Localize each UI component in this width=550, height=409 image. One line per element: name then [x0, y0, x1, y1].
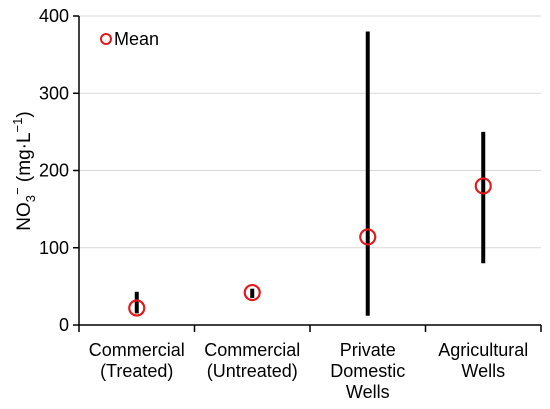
x-category-label-line: (Treated) — [100, 361, 173, 381]
x-category-label-line: (Untreated) — [207, 361, 298, 381]
ylabel-sub: 3 — [23, 195, 38, 202]
mean-marker — [474, 177, 492, 195]
ylabel-mid: (mg·L — [14, 132, 35, 187]
legend-marker — [100, 33, 112, 45]
y-tick-label: 300 — [39, 83, 69, 103]
axes — [73, 15, 542, 332]
x-category-label: Agricultural Wells — [438, 340, 528, 381]
x-category-label-line: Domestic — [330, 361, 405, 381]
y-tick-label: 100 — [39, 238, 69, 258]
x-category-label-line: Private — [340, 340, 396, 360]
x-category-label: Commercial (Untreated) — [204, 340, 300, 381]
legend-label: Mean — [114, 29, 159, 49]
ylabel-sup: − — [10, 187, 25, 195]
mean-marker — [128, 299, 146, 317]
y-axis-label: NO3− (mg·L−1) — [10, 111, 38, 230]
y-tick-labels: 0 100 200 300 400 — [39, 6, 69, 335]
ylabel-main: NO — [14, 202, 35, 231]
mean-marker — [359, 228, 377, 246]
grid-lines — [79, 15, 541, 249]
y-tick-label: 0 — [59, 315, 69, 335]
x-category-label-line: Wells — [461, 361, 505, 381]
mean-markers — [128, 177, 492, 317]
y-tick-label: 400 — [39, 6, 69, 26]
x-category-labels: Commercial (Treated)Commercial (Untreated)… — [89, 340, 529, 402]
legend: Mean — [100, 29, 159, 49]
mean-marker — [243, 283, 261, 302]
x-category-label-line: Commercial — [204, 340, 300, 360]
ylabel-sup2: −1 — [10, 118, 25, 133]
ylabel-end: ) — [14, 111, 35, 117]
y-tick-label: 200 — [39, 161, 69, 181]
x-category-label-line: Commercial — [89, 340, 185, 360]
x-category-label-line: Wells — [346, 382, 390, 402]
x-category-label: Commercial (Treated) — [89, 340, 185, 381]
x-category-label-line: Agricultural — [438, 340, 528, 360]
x-category-label: Private Domestic Wells — [330, 340, 405, 402]
range-bars — [134, 31, 486, 316]
